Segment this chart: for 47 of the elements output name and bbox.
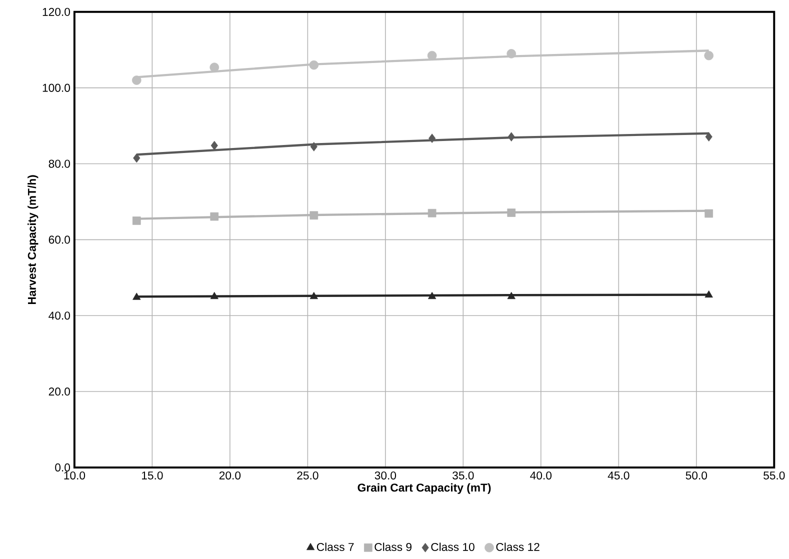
point bbox=[705, 132, 712, 142]
x-tick-label: 40.0 bbox=[530, 472, 552, 480]
x-tick-label: 20.0 bbox=[219, 472, 241, 480]
point bbox=[428, 209, 436, 218]
y-tick-label: 0.0 bbox=[55, 464, 70, 472]
point bbox=[310, 211, 318, 220]
y-tick-label: 80.0 bbox=[48, 160, 70, 168]
point bbox=[428, 134, 436, 144]
point bbox=[210, 212, 219, 221]
point bbox=[704, 290, 713, 298]
point bbox=[310, 142, 318, 152]
x-tick-label: 45.0 bbox=[608, 472, 630, 480]
point bbox=[133, 154, 140, 163]
point bbox=[132, 216, 141, 225]
x-tick-label: 35.0 bbox=[452, 472, 474, 480]
y-tick-label: 20.0 bbox=[48, 388, 70, 396]
legend-label: Class 9 bbox=[374, 542, 412, 552]
x-axis-title: Grain Cart Capacity (mT) bbox=[358, 483, 491, 494]
point bbox=[210, 62, 220, 72]
point bbox=[132, 76, 142, 86]
y-axis-title: Harvest Capacity (mT/h) bbox=[28, 175, 38, 304]
point bbox=[428, 292, 436, 300]
x-tick-label: 55.0 bbox=[764, 472, 785, 480]
y-tick-label: 100.0 bbox=[42, 84, 70, 92]
legend-label: Class 12 bbox=[496, 542, 540, 552]
point bbox=[132, 292, 141, 300]
y-tick-label: 60.0 bbox=[48, 236, 70, 244]
point bbox=[507, 208, 516, 218]
y-tick-label: 120.0 bbox=[42, 8, 70, 16]
x-tick-label: 15.0 bbox=[142, 472, 163, 480]
point bbox=[310, 292, 318, 300]
point bbox=[210, 292, 218, 300]
point bbox=[210, 140, 218, 150]
x-tick-label: 50.0 bbox=[686, 472, 708, 480]
y-tick-label: 40.0 bbox=[48, 312, 70, 320]
x-tick-label: 10.0 bbox=[64, 472, 86, 480]
legend-label: Class 7 bbox=[316, 542, 354, 552]
point bbox=[427, 51, 437, 60]
legend-label: Class 10 bbox=[431, 542, 474, 552]
point bbox=[704, 51, 714, 60]
point bbox=[704, 209, 714, 218]
point bbox=[507, 292, 516, 300]
point bbox=[309, 60, 319, 70]
x-tick-label: 30.0 bbox=[374, 472, 396, 480]
point bbox=[508, 132, 515, 142]
x-tick-label: 25.0 bbox=[297, 472, 318, 480]
point bbox=[506, 49, 516, 58]
